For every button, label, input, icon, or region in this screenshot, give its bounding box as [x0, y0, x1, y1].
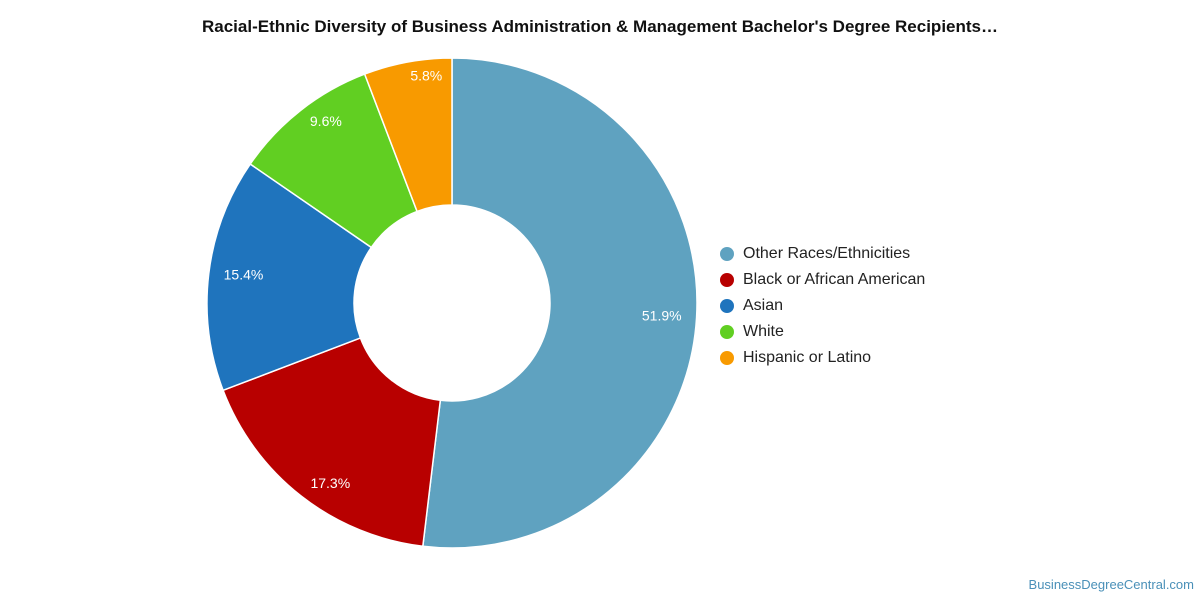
legend-swatch: [720, 273, 734, 287]
slice-asian: [206, 162, 373, 392]
slice-hispanic-or-latino: [363, 57, 453, 213]
chart-legend: Other Races/Ethnicities Black or African …: [720, 241, 925, 371]
source-credit: BusinessDegreeCentral.com: [1028, 577, 1194, 592]
legend-item-asian[interactable]: Asian: [720, 293, 925, 319]
legend-label: Asian: [743, 297, 784, 314]
legend-label: White: [743, 323, 784, 340]
legend-item-other-races-ethnicities[interactable]: Other Races/Ethnicities: [720, 241, 925, 267]
legend-swatch: [720, 325, 734, 339]
chart-title: Racial-Ethnic Diversity of Business Admi…: [201, 17, 998, 36]
slice-other-races-ethnicities: [421, 57, 698, 549]
donut-slices: [206, 57, 698, 549]
legend-label: Hispanic or Latino: [743, 349, 872, 366]
legend-swatch: [720, 299, 734, 313]
legend-item-hispanic-or-latino[interactable]: Hispanic or Latino: [720, 345, 925, 371]
data-label-black-or-african-american: 17.3%: [310, 475, 350, 491]
legend-label: Black or African American: [743, 271, 926, 288]
slice-black-or-african-american: [222, 336, 442, 548]
data-label-hispanic-or-latino: 5.8%: [410, 68, 442, 84]
data-label-asian: 15.4%: [224, 266, 264, 282]
legend-item-black-or-african-american[interactable]: Black or African American: [720, 267, 925, 293]
data-label-white: 9.6%: [310, 113, 342, 129]
legend-swatch: [720, 247, 734, 261]
legend-item-white[interactable]: White: [720, 319, 925, 345]
legend-label: Other Races/Ethnicities: [743, 245, 911, 262]
donut-labels: 51.9% 17.3% 15.4% 9.6% 5.8%: [224, 68, 682, 491]
data-label-other-races-ethnicities: 51.9%: [642, 307, 682, 323]
legend-swatch: [720, 351, 734, 365]
